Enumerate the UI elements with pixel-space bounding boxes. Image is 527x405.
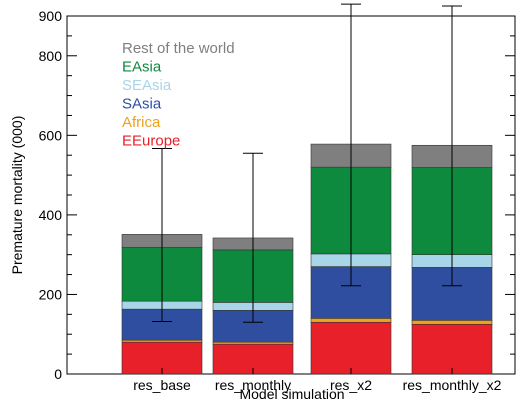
bars-layer [121, 143, 493, 375]
y-tick-label: 800 [39, 48, 63, 64]
bar-segment-eeurope-res_monthly_x2 [411, 323, 493, 375]
x-axis: res_base res_monthly res_x2 res_monthly_x2 [133, 368, 502, 393]
legend-entry-sasia: SAsia [122, 96, 162, 113]
y-tick-label: 0 [54, 366, 62, 382]
y-tick-label: 400 [39, 207, 63, 223]
legend-entry-rest-of-the-world: Rest of the world [122, 40, 235, 57]
y-tick-label: 600 [39, 127, 63, 143]
x-axis-title: Model simulation [239, 386, 344, 402]
legend-entry-seasia: SEAsia [122, 77, 172, 94]
y-tick-label: 900 [39, 8, 63, 24]
bar-segment-eeurope-res_x2 [310, 321, 392, 375]
bar-segment-africa-res_monthly_x2 [411, 319, 493, 325]
legend-entry-africa: Africa [122, 114, 161, 131]
y-tick-label: 200 [39, 286, 63, 302]
x-tick-label-res_x2: res_x2 [330, 377, 372, 393]
bar-segment-africa-res_x2 [310, 318, 392, 323]
x-tick-label-res_base: res_base [133, 377, 191, 393]
legend-entry-eeurope: EEurope [122, 133, 180, 150]
error-bars-layer [152, 3, 462, 323]
x-tick-label-res_monthly_x2: res_monthly_x2 [403, 377, 502, 393]
y-axis: 0 200 400 600 800 900 [39, 8, 515, 382]
legend-entry-easia: EAsia [122, 59, 162, 76]
y-axis-title: Premature mortality (000) [9, 116, 25, 275]
x-tick-label-res_monthly: res_monthly [215, 377, 291, 393]
